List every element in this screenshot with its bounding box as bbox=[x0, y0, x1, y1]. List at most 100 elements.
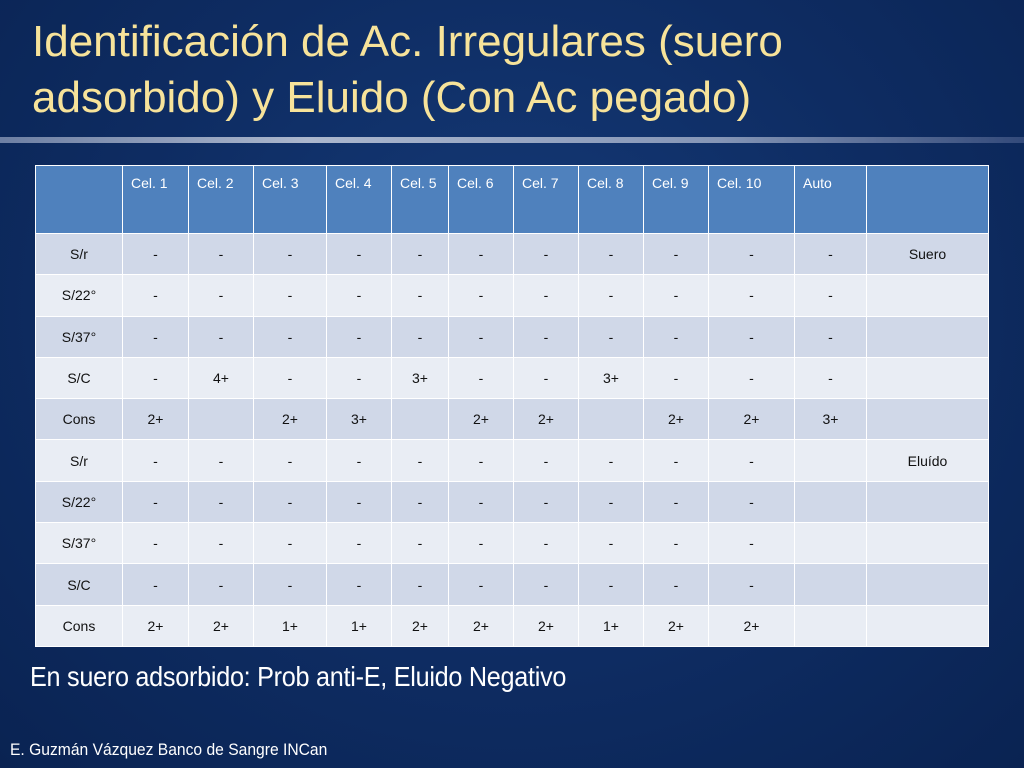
table-cell: - bbox=[122, 315, 189, 358]
table-cell: - bbox=[391, 315, 449, 358]
table-cell: - bbox=[643, 356, 709, 400]
table-cell: - bbox=[643, 232, 709, 276]
table-cell bbox=[794, 604, 867, 648]
table-cell bbox=[391, 398, 449, 441]
table-cell: - bbox=[122, 439, 189, 482]
table-cell: - bbox=[578, 439, 644, 482]
table-cell: 2+ bbox=[448, 398, 514, 441]
table-cell: - bbox=[188, 274, 254, 317]
table-cell: - bbox=[391, 522, 449, 565]
table-cell: - bbox=[122, 232, 189, 276]
table-cell: - bbox=[122, 480, 189, 524]
conclusion-note: En suero adsorbido: Prob anti-E, Eluido … bbox=[30, 661, 567, 692]
header-cell: Cel. 7 bbox=[513, 165, 579, 234]
table-cell: 2+ bbox=[391, 604, 449, 648]
table-row: Cons 2+ 2+ 3+ 2+ 2+ 2+ 2+ 3+ bbox=[35, 398, 989, 441]
table-cell bbox=[794, 563, 867, 606]
header-cell bbox=[866, 165, 989, 234]
table-cell bbox=[866, 356, 989, 400]
table-cell: - bbox=[253, 480, 327, 524]
table-cell: 1+ bbox=[578, 604, 644, 648]
table-cell: - bbox=[188, 480, 254, 524]
table-cell: - bbox=[513, 480, 579, 524]
table-cell: 2+ bbox=[513, 398, 579, 441]
table-cell: 2+ bbox=[708, 398, 795, 441]
table-cell: - bbox=[794, 315, 867, 358]
table-cell: - bbox=[794, 274, 867, 317]
table-cell: 2+ bbox=[643, 398, 709, 441]
table-cell: 4+ bbox=[188, 356, 254, 400]
table-cell: - bbox=[326, 315, 392, 358]
table-row: Cons 2+ 2+ 1+ 1+ 2+ 2+ 2+ 1+ 2+ 2+ bbox=[35, 604, 989, 648]
table-cell: Suero bbox=[866, 232, 989, 276]
table-cell: - bbox=[253, 439, 327, 482]
table-cell bbox=[866, 315, 989, 358]
table-cell: - bbox=[253, 563, 327, 606]
table-cell: 2+ bbox=[643, 604, 709, 648]
table-cell: - bbox=[708, 315, 795, 358]
row-label-cell: S/r bbox=[35, 439, 123, 482]
table-cell: - bbox=[448, 480, 514, 524]
table-row: S/37° - - - - - - - - - - - bbox=[35, 315, 989, 358]
row-label-cell: Cons bbox=[35, 604, 123, 648]
table-cell: - bbox=[578, 232, 644, 276]
slide-title: Identificación de Ac. Irregulares (suero… bbox=[32, 14, 992, 126]
table-cell: 3+ bbox=[794, 398, 867, 441]
table-cell: - bbox=[513, 522, 579, 565]
table-cell: - bbox=[643, 439, 709, 482]
antibody-identification-table: Cel. 1 Cel. 2 Cel. 3 Cel. 4 Cel. 5 Cel. … bbox=[35, 165, 989, 648]
table-cell: Eluído bbox=[866, 439, 989, 482]
table-cell: - bbox=[122, 522, 189, 565]
table-cell: 2+ bbox=[122, 398, 189, 441]
table-cell: - bbox=[391, 563, 449, 606]
row-label-cell: S/C bbox=[35, 356, 123, 400]
row-label-cell: S/22° bbox=[35, 274, 123, 317]
table-row: S/22° - - - - - - - - - - bbox=[35, 480, 989, 524]
table-cell bbox=[866, 604, 989, 648]
row-label-cell: S/37° bbox=[35, 522, 123, 565]
author-credit: E. Guzmán Vázquez Banco de Sangre INCan bbox=[10, 740, 328, 759]
table-cell: 2+ bbox=[253, 398, 327, 441]
table-cell: - bbox=[253, 522, 327, 565]
table-cell: - bbox=[448, 522, 514, 565]
table-row: S/37° - - - - - - - - - - bbox=[35, 522, 989, 565]
table-cell: - bbox=[643, 480, 709, 524]
table-cell: - bbox=[578, 522, 644, 565]
header-cell: Cel. 9 bbox=[643, 165, 709, 234]
table-cell: 1+ bbox=[253, 604, 327, 648]
table-cell: - bbox=[513, 356, 579, 400]
table-cell: - bbox=[326, 563, 392, 606]
table-cell: - bbox=[708, 563, 795, 606]
table-cell: - bbox=[513, 315, 579, 358]
title-divider bbox=[0, 137, 1024, 143]
header-cell: Auto bbox=[794, 165, 867, 234]
table-cell: - bbox=[643, 563, 709, 606]
table-cell: - bbox=[326, 480, 392, 524]
table-cell: - bbox=[326, 356, 392, 400]
table-cell: - bbox=[794, 232, 867, 276]
header-cell: Cel. 1 bbox=[122, 165, 189, 234]
table-cell: 2+ bbox=[122, 604, 189, 648]
row-label-cell: S/22° bbox=[35, 480, 123, 524]
table-cell: 3+ bbox=[326, 398, 392, 441]
table-cell: - bbox=[513, 232, 579, 276]
table-cell: - bbox=[448, 563, 514, 606]
table-cell: - bbox=[391, 274, 449, 317]
table-body: S/r - - - - - - - - - - - Suero S/22° - - - - - - - - - - - S/37°… bbox=[35, 232, 989, 648]
table-cell: - bbox=[326, 522, 392, 565]
table-cell: - bbox=[643, 315, 709, 358]
table-cell: - bbox=[643, 522, 709, 565]
header-cell: Cel. 6 bbox=[448, 165, 514, 234]
table-cell: - bbox=[708, 522, 795, 565]
table-cell: 1+ bbox=[326, 604, 392, 648]
table-cell: 2+ bbox=[513, 604, 579, 648]
table-cell bbox=[866, 480, 989, 524]
table-cell: - bbox=[122, 274, 189, 317]
table-cell bbox=[866, 398, 989, 441]
table-cell bbox=[866, 563, 989, 606]
table-cell: - bbox=[708, 356, 795, 400]
table-cell: - bbox=[448, 274, 514, 317]
table-cell: - bbox=[448, 315, 514, 358]
table-cell: - bbox=[122, 356, 189, 400]
table-cell: - bbox=[188, 232, 254, 276]
